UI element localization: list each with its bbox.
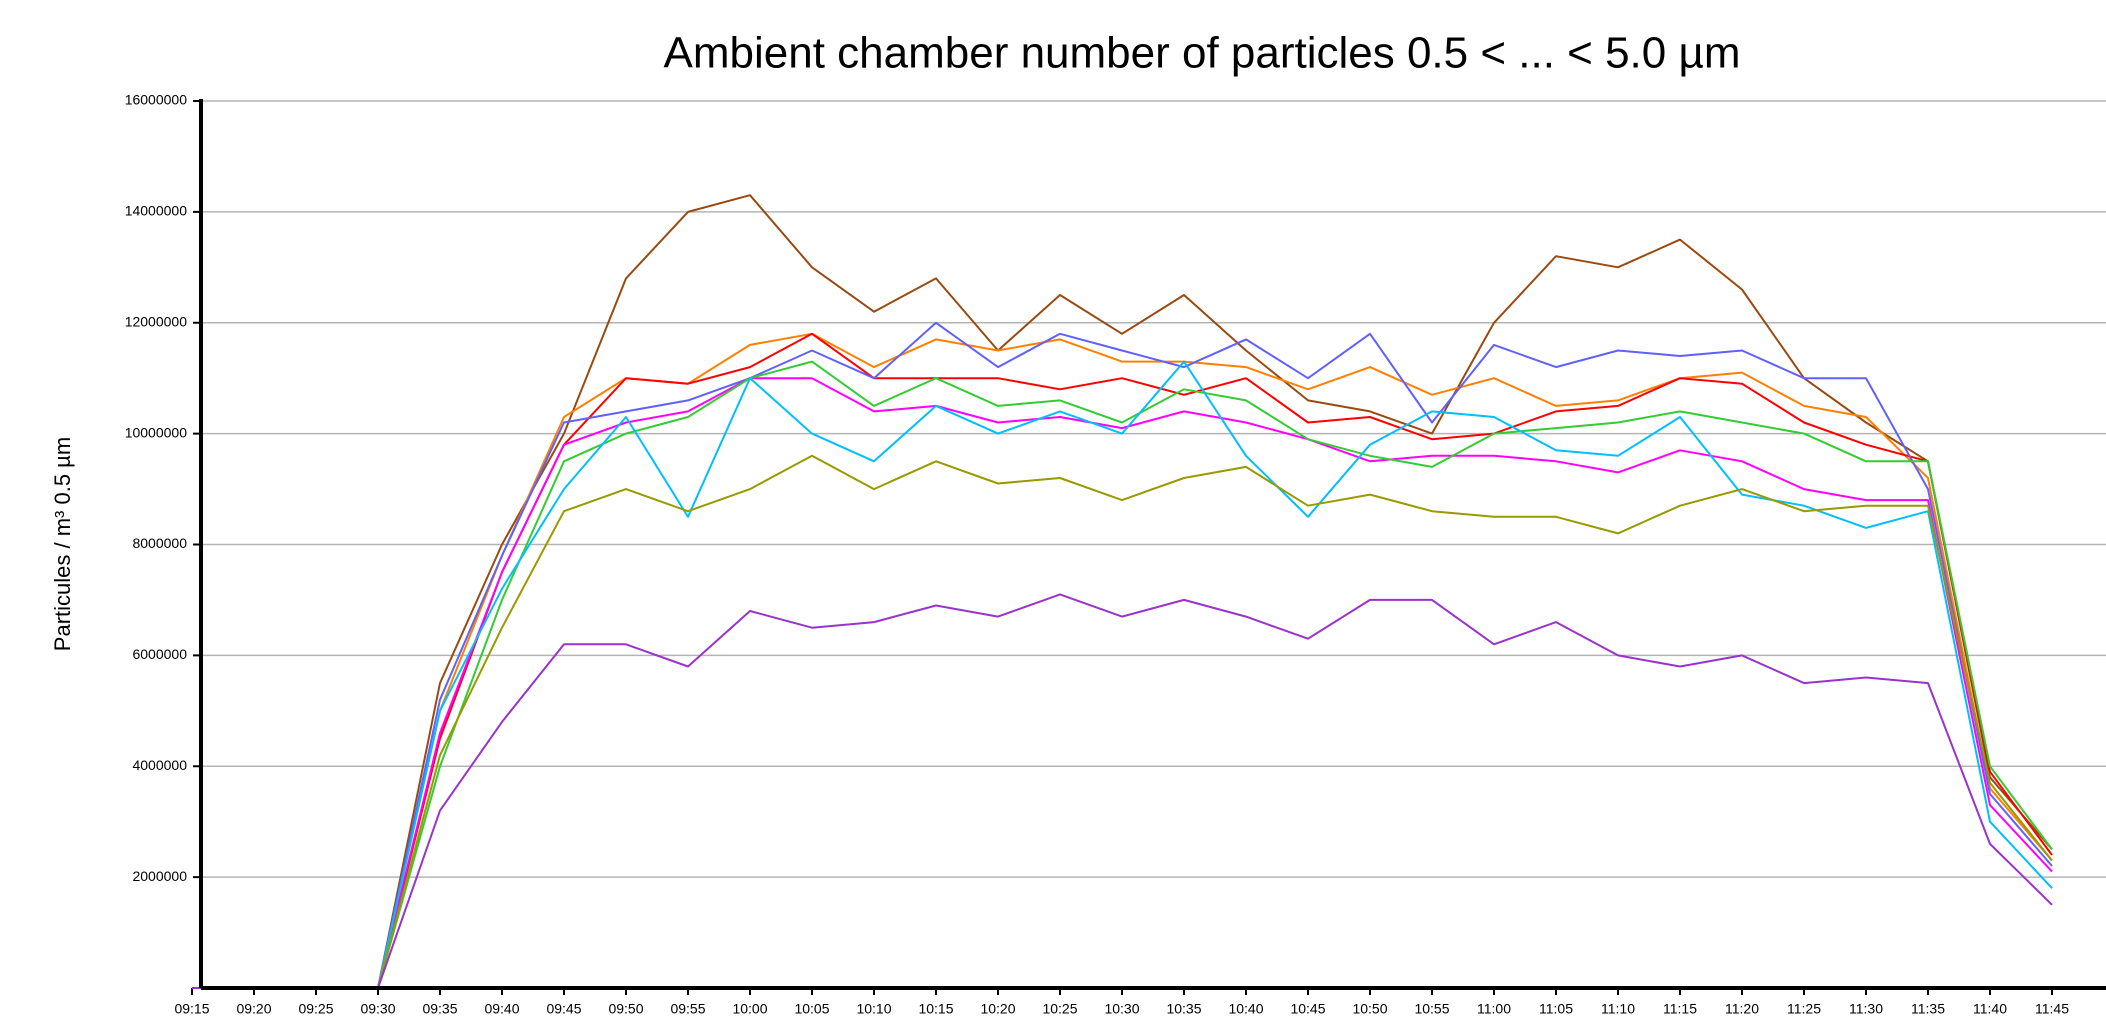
x-tick-label: 11:25 bbox=[1787, 1001, 1821, 1017]
x-tick-label: 10:50 bbox=[1352, 1001, 1387, 1017]
x-tick-label: 11:20 bbox=[1725, 1001, 1759, 1017]
x-tick-label: 09:50 bbox=[608, 1001, 643, 1017]
x-tick-label: 09:35 bbox=[422, 1001, 457, 1017]
series-line bbox=[192, 360, 2053, 989]
x-tick-label: 09:55 bbox=[670, 1001, 705, 1017]
y-tick-label: 14000000 bbox=[125, 203, 188, 219]
chart-title: Ambient chamber number of particles 0.5 … bbox=[664, 29, 1741, 78]
x-tick-label: 10:00 bbox=[732, 1001, 767, 1017]
x-tick-label: 11:45 bbox=[2035, 1001, 2069, 1017]
x-tick-label: 09:40 bbox=[484, 1001, 519, 1017]
x-tick-label: 09:25 bbox=[298, 1001, 333, 1017]
x-tick-label: 10:05 bbox=[794, 1001, 829, 1017]
series-line bbox=[192, 194, 2053, 989]
series-line bbox=[192, 332, 2053, 989]
y-tick-label: 16000000 bbox=[125, 92, 188, 108]
y-tick-label: 2000000 bbox=[132, 868, 187, 884]
x-tick-label: 09:15 bbox=[174, 1001, 209, 1017]
y-tick-label: 6000000 bbox=[132, 646, 187, 662]
x-tick-label: 10:15 bbox=[918, 1001, 953, 1017]
x-tick-label: 11:40 bbox=[1973, 1001, 2007, 1017]
x-tick-label: 10:25 bbox=[1042, 1001, 1077, 1017]
y-axis-label: Particules / m³ 0.5 µm bbox=[50, 437, 75, 651]
x-tick-label: 10:30 bbox=[1104, 1001, 1139, 1017]
series-line bbox=[192, 593, 2053, 989]
x-tick-label: 11:05 bbox=[1539, 1001, 1573, 1017]
x-tick-label: 09:20 bbox=[236, 1001, 271, 1017]
x-tick-label: 11:30 bbox=[1849, 1001, 1883, 1017]
series-line bbox=[192, 360, 2053, 989]
series-line bbox=[192, 377, 2053, 989]
x-tick-label: 09:45 bbox=[546, 1001, 581, 1017]
y-tick-label: 12000000 bbox=[125, 313, 188, 329]
series-line bbox=[192, 454, 2053, 989]
x-tick-label: 11:15 bbox=[1663, 1001, 1697, 1017]
x-tick-label: 10:55 bbox=[1414, 1001, 1449, 1017]
x-tick-label: 09:30 bbox=[360, 1001, 395, 1017]
x-tick-label: 11:10 bbox=[1601, 1001, 1635, 1017]
x-tick-label: 10:40 bbox=[1228, 1001, 1263, 1017]
y-tick-label: 10000000 bbox=[125, 424, 188, 440]
x-tick-label: 10:20 bbox=[980, 1001, 1015, 1017]
x-tick-label: 10:45 bbox=[1290, 1001, 1325, 1017]
series-line bbox=[192, 332, 2053, 989]
x-tick-label: 11:00 bbox=[1477, 1001, 1511, 1017]
x-tick-label: 11:35 bbox=[1911, 1001, 1945, 1017]
x-tick-label: 10:35 bbox=[1166, 1001, 1201, 1017]
y-tick-label: 8000000 bbox=[132, 535, 187, 551]
x-tick-label: 10:10 bbox=[856, 1001, 891, 1017]
series-line bbox=[192, 321, 2053, 989]
y-tick-label: 4000000 bbox=[132, 757, 187, 773]
